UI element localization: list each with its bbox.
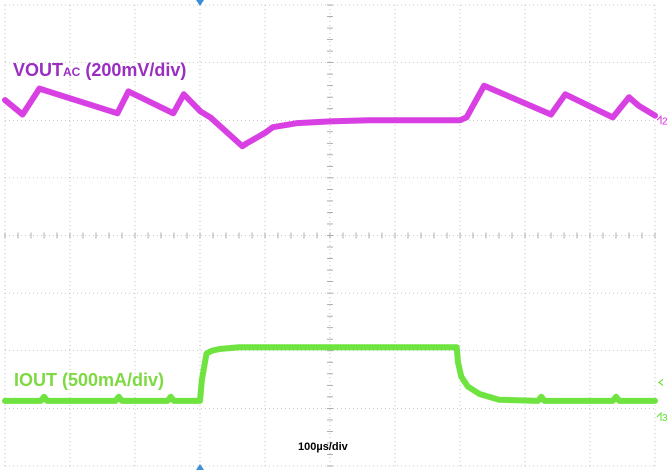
- markers: 23: [196, 0, 668, 470]
- iout-trace: [2, 344, 658, 404]
- iout-channel-label: IOUT (500mA/div): [14, 370, 165, 390]
- vout-ac-channel-label: VOUTAC (200mV/div): [13, 60, 186, 81]
- vout-label-subscript: AC: [63, 65, 81, 79]
- trigger-position-top-icon: [196, 0, 204, 6]
- ch2-marker-number: 2: [662, 116, 668, 127]
- vout-label-scale: (200mV/div): [80, 60, 187, 80]
- trigger-level-icon: [658, 379, 664, 386]
- ch2-ground-marker-icon: [656, 115, 662, 125]
- trigger-position-bottom-icon: [196, 464, 204, 470]
- vout-label-main: VOUT: [13, 60, 64, 80]
- timebase-label: 100µs/div: [298, 441, 348, 453]
- ch3-marker-number: 3: [662, 413, 668, 424]
- traces: [2, 82, 658, 404]
- ch3-ground-marker-icon: [656, 411, 662, 422]
- vout-ac-trace: [2, 82, 658, 150]
